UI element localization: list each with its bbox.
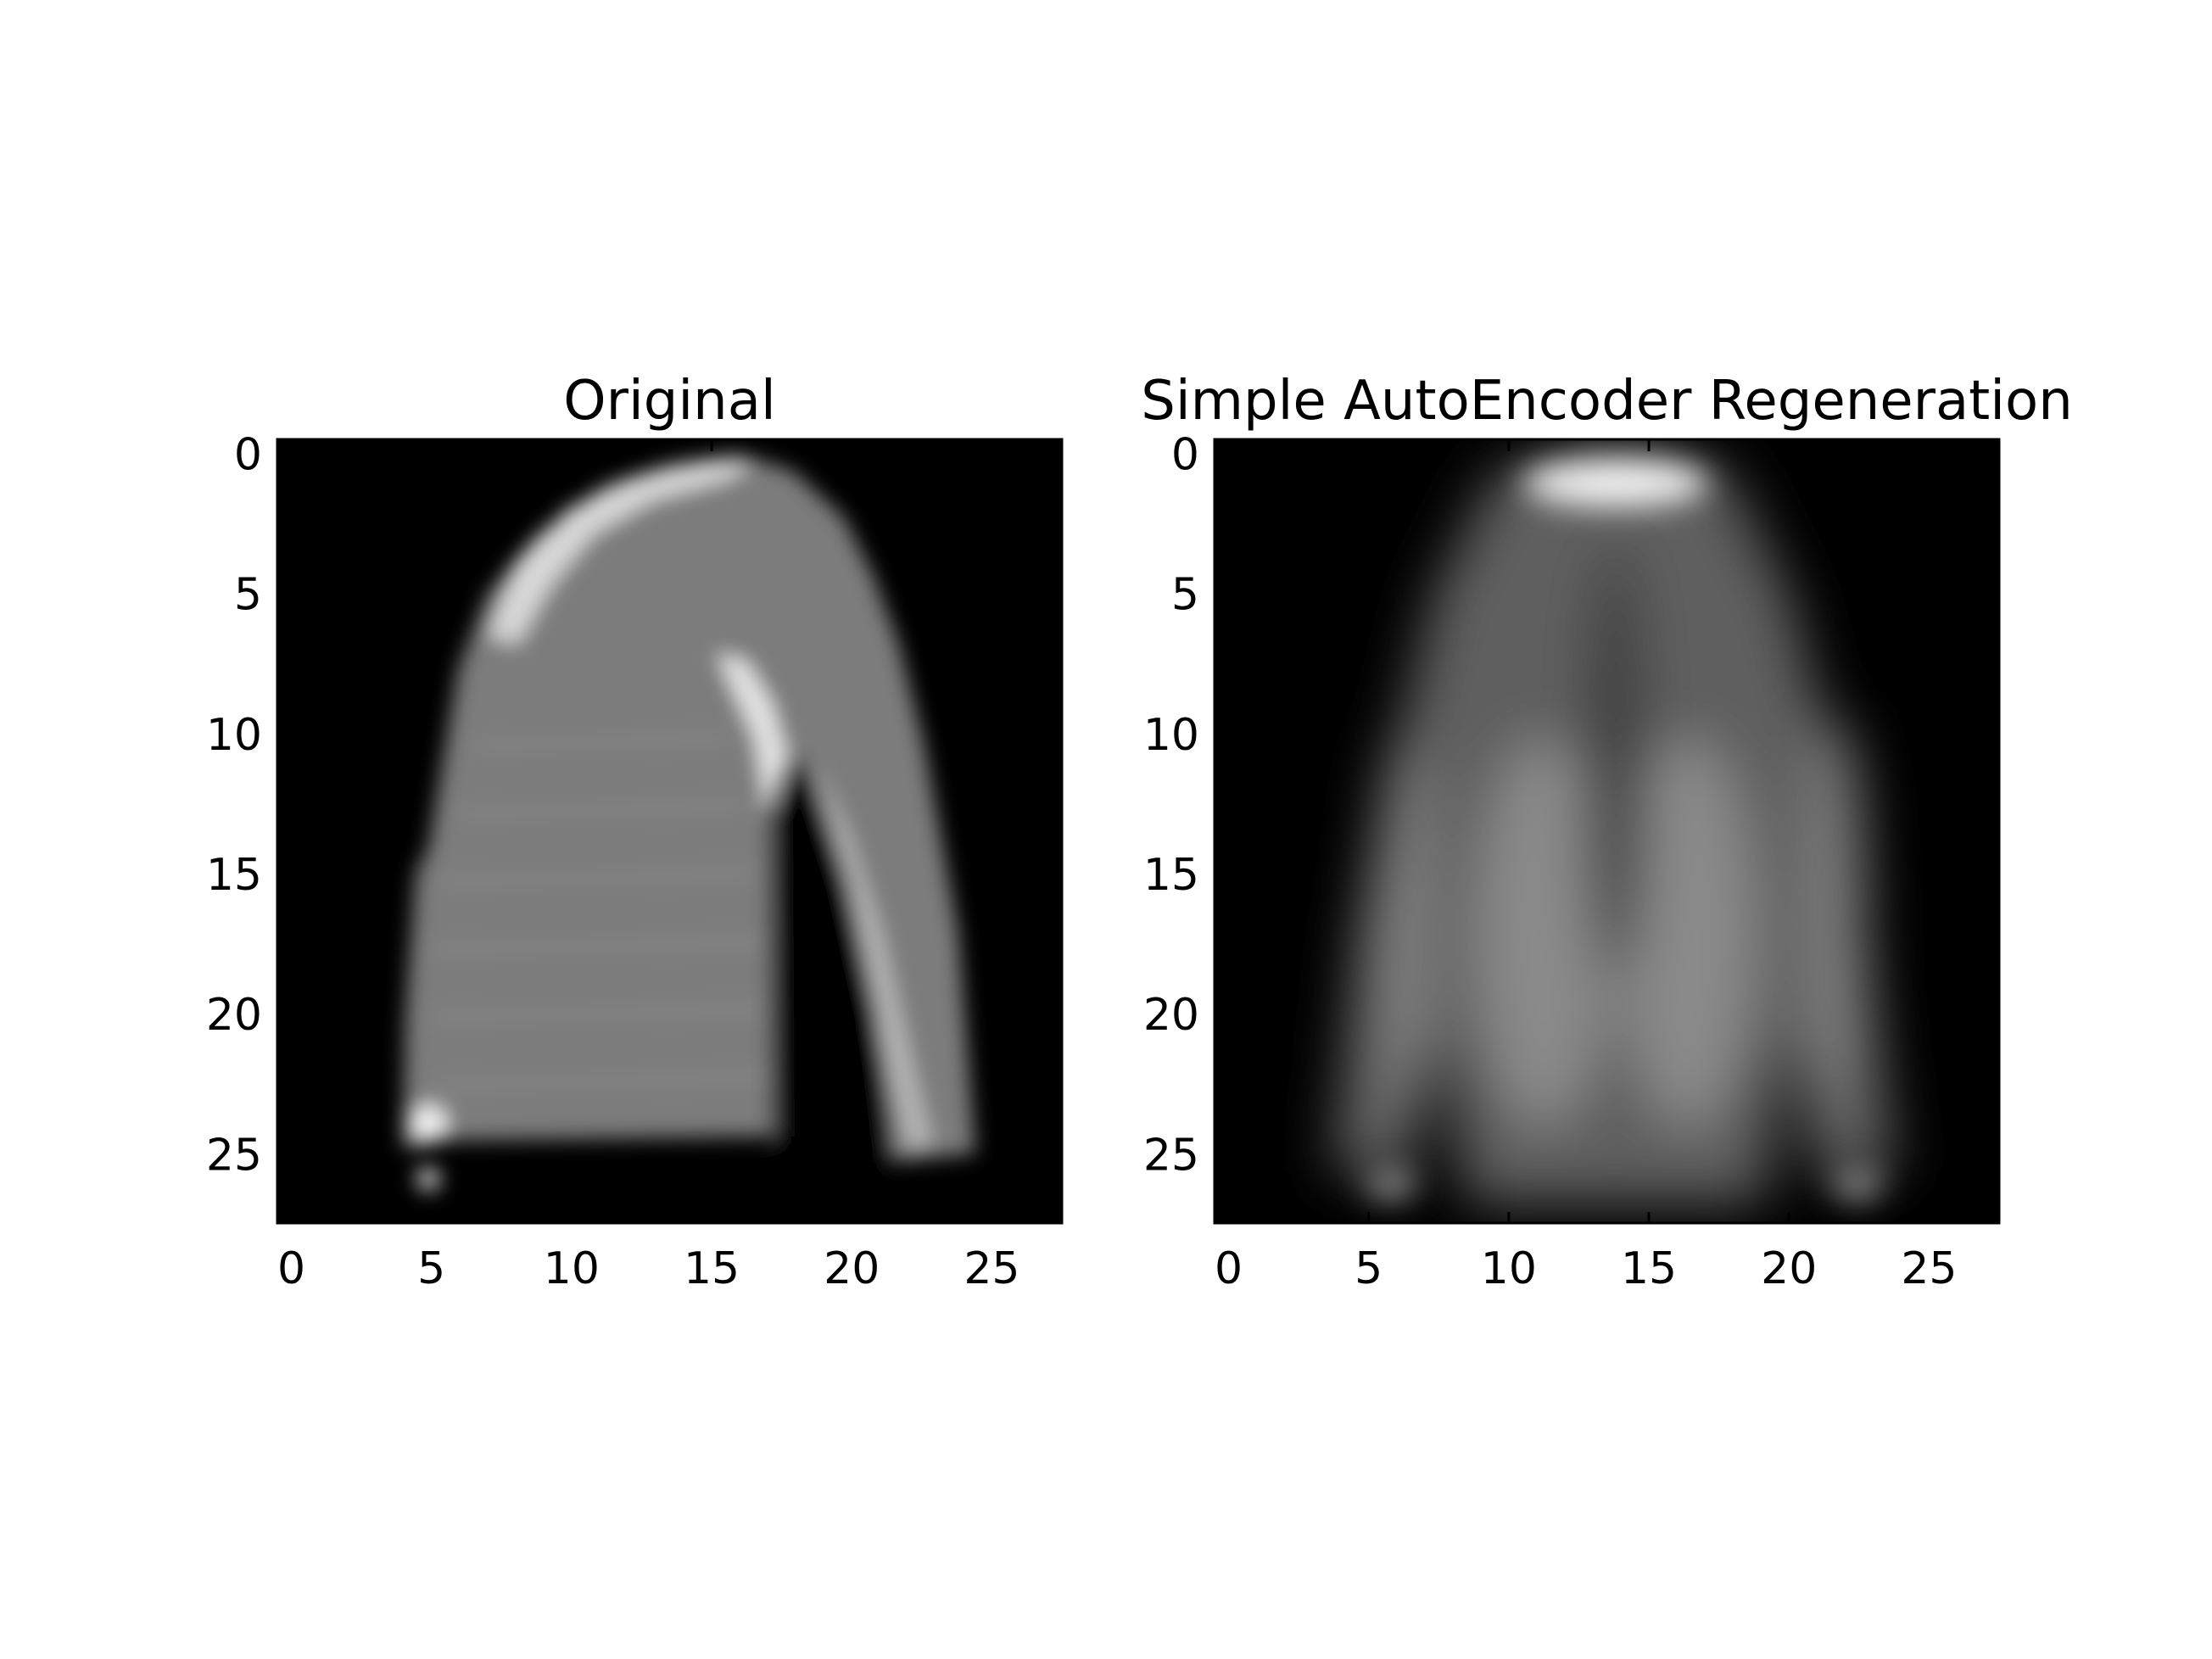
original-bright-spot [410,1105,447,1142]
regeneration-cuff-left [1366,1165,1416,1202]
axes-regeneration-title: Simple AutoEncoder Regeneration [1141,370,2073,433]
original-texture [432,734,768,1090]
regeneration-cuff-right [1832,1165,1883,1202]
regeneration-sleeve-left [1374,738,1433,1128]
original-sleeve-highlight [814,763,933,1149]
original-arm-seam-highlight [717,653,789,814]
axes-original-frame [276,438,1064,1225]
x-tick-label: 10 [544,1243,600,1294]
y-tick-label: 10 [1143,710,1199,761]
x-tick-label: 20 [1761,1243,1817,1294]
original-collar-highlight [488,462,755,645]
x-tick-label: 25 [964,1243,1019,1294]
original-inner-gap [776,755,895,1162]
original-bright-spot-lower [416,1167,440,1191]
axes-original-title: Original [563,370,775,433]
regeneration-center-shadow [1586,543,1645,984]
y-tick-label: 10 [206,710,262,761]
axes-regeneration-frame [1213,438,2001,1225]
x-tick-label: 5 [417,1243,445,1294]
x-tick-label: 15 [684,1243,740,1294]
x-tick-label: 5 [1355,1243,1382,1294]
y-tick-label: 0 [1171,430,1199,481]
original-image [403,454,975,1191]
x-tick-label: 0 [1215,1243,1243,1294]
x-tick-label: 25 [1901,1243,1957,1294]
axes-original-ticks: 0 5 10 15 20 25 0 5 10 15 20 25 [206,430,1062,1294]
y-tick-label: 25 [206,1130,262,1181]
axes-regeneration: 0 5 10 15 20 25 0 5 10 15 20 25 Simple AutoEncoder … [1141,370,2073,1294]
axes-regeneration-ticks: 0 5 10 15 20 25 0 5 10 15 20 25 [1143,430,1999,1294]
x-tick-label: 15 [1621,1243,1677,1294]
regeneration-torso-left [1476,738,1612,1128]
regeneration-sleeve-right [1807,721,1866,1111]
y-tick-label: 5 [234,570,262,621]
y-tick-label: 15 [1143,850,1199,901]
y-tick-label: 25 [1143,1130,1199,1181]
y-tick-label: 0 [234,430,262,481]
y-tick-label: 15 [206,850,262,901]
regeneration-torso-right [1620,738,1756,1128]
axes-original: 0 5 10 15 20 25 0 5 10 15 20 25 Original [206,370,1064,1294]
y-tick-label: 20 [206,990,262,1041]
regeneration-neckline-highlight [1522,460,1709,507]
y-tick-label: 5 [1171,570,1199,621]
regeneration-image [1332,450,1896,1204]
y-tick-label: 20 [1143,990,1199,1041]
x-tick-label: 0 [277,1243,305,1294]
x-tick-label: 10 [1481,1243,1537,1294]
x-tick-label: 20 [824,1243,880,1294]
